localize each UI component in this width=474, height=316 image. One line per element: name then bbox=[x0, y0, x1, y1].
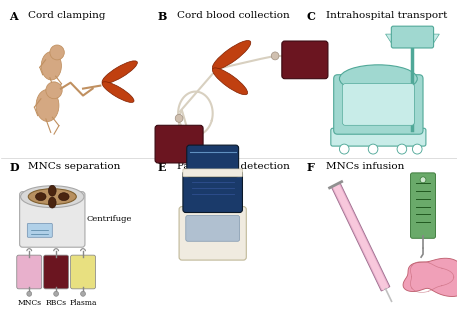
Ellipse shape bbox=[48, 185, 56, 196]
FancyBboxPatch shape bbox=[392, 26, 434, 48]
FancyBboxPatch shape bbox=[71, 255, 96, 289]
FancyBboxPatch shape bbox=[183, 171, 243, 213]
Text: MNCs separation: MNCs separation bbox=[28, 162, 121, 171]
Text: A: A bbox=[9, 11, 18, 22]
Ellipse shape bbox=[20, 186, 84, 208]
Text: Centrifuge: Centrifuge bbox=[87, 216, 132, 223]
Text: Plasma: Plasma bbox=[69, 299, 97, 307]
FancyBboxPatch shape bbox=[27, 223, 52, 237]
Ellipse shape bbox=[46, 82, 62, 99]
Ellipse shape bbox=[58, 193, 69, 201]
FancyBboxPatch shape bbox=[155, 125, 203, 163]
FancyBboxPatch shape bbox=[183, 169, 243, 177]
Text: Cord clamping: Cord clamping bbox=[28, 11, 106, 20]
Text: MNCs: MNCs bbox=[17, 299, 41, 307]
FancyBboxPatch shape bbox=[19, 192, 85, 247]
Ellipse shape bbox=[41, 52, 62, 80]
FancyBboxPatch shape bbox=[44, 255, 69, 289]
Ellipse shape bbox=[212, 40, 251, 70]
FancyBboxPatch shape bbox=[187, 145, 238, 177]
Text: E: E bbox=[158, 162, 166, 173]
Circle shape bbox=[412, 144, 422, 154]
Text: Intrahospital transport: Intrahospital transport bbox=[326, 11, 447, 20]
FancyBboxPatch shape bbox=[331, 128, 426, 146]
FancyBboxPatch shape bbox=[186, 216, 239, 241]
Polygon shape bbox=[333, 183, 389, 290]
Polygon shape bbox=[331, 183, 390, 291]
Polygon shape bbox=[385, 34, 439, 46]
Ellipse shape bbox=[36, 193, 46, 201]
Ellipse shape bbox=[102, 61, 137, 84]
FancyBboxPatch shape bbox=[282, 41, 328, 79]
Text: B: B bbox=[158, 11, 167, 22]
FancyBboxPatch shape bbox=[342, 84, 414, 125]
Circle shape bbox=[27, 291, 32, 296]
Ellipse shape bbox=[339, 65, 417, 93]
Ellipse shape bbox=[28, 189, 76, 204]
Text: MNCs infusion: MNCs infusion bbox=[326, 162, 404, 171]
Text: C: C bbox=[307, 11, 316, 22]
Ellipse shape bbox=[102, 82, 134, 102]
Text: D: D bbox=[9, 162, 18, 173]
Circle shape bbox=[368, 144, 378, 154]
Circle shape bbox=[54, 291, 58, 296]
Ellipse shape bbox=[36, 89, 59, 121]
FancyBboxPatch shape bbox=[179, 207, 246, 260]
Ellipse shape bbox=[50, 45, 64, 60]
Polygon shape bbox=[403, 258, 468, 296]
Text: F: F bbox=[307, 162, 315, 173]
Text: Parameters detection: Parameters detection bbox=[177, 162, 290, 171]
FancyBboxPatch shape bbox=[410, 173, 436, 238]
Ellipse shape bbox=[48, 197, 56, 208]
Circle shape bbox=[175, 114, 183, 122]
Text: Cord blood collection: Cord blood collection bbox=[177, 11, 290, 20]
FancyBboxPatch shape bbox=[334, 75, 423, 134]
Circle shape bbox=[420, 177, 426, 183]
Circle shape bbox=[81, 291, 85, 296]
Circle shape bbox=[271, 52, 279, 60]
Circle shape bbox=[397, 144, 407, 154]
FancyBboxPatch shape bbox=[17, 255, 42, 289]
Text: RBCs: RBCs bbox=[46, 299, 67, 307]
Ellipse shape bbox=[212, 68, 247, 95]
Circle shape bbox=[339, 144, 349, 154]
